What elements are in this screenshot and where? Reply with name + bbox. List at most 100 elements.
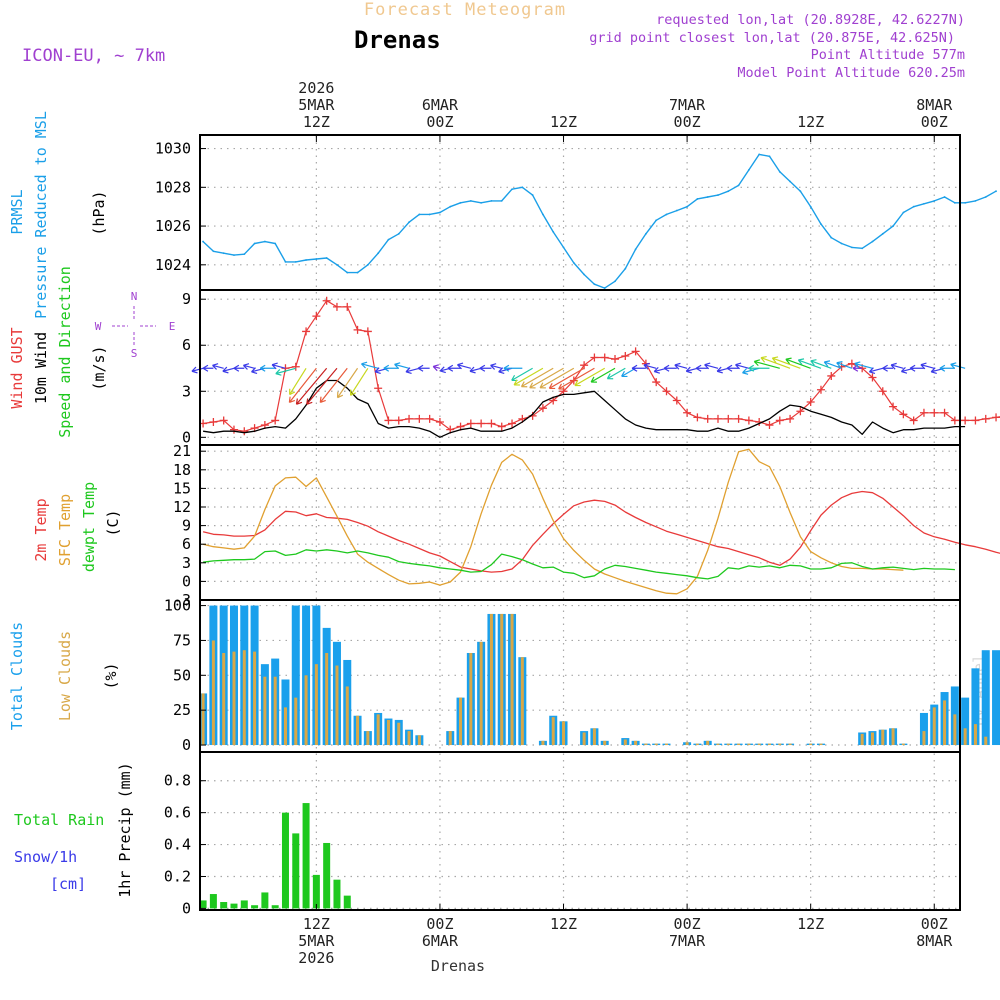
low-cloud-bar bbox=[726, 743, 730, 746]
y-tick-label: 1026 bbox=[155, 217, 191, 235]
wind-direction-arrow bbox=[760, 355, 791, 369]
wind-direction-arrow bbox=[520, 367, 554, 388]
y-tick-label: 0 bbox=[182, 572, 191, 590]
gust-marker bbox=[971, 416, 980, 425]
wind-direction-arrow bbox=[469, 366, 482, 374]
y-tick-label: 75 bbox=[173, 631, 191, 649]
gust-marker bbox=[693, 413, 702, 422]
pressure-point bbox=[459, 201, 462, 204]
pressure-point bbox=[881, 232, 884, 235]
low-cloud-bar bbox=[963, 728, 967, 746]
pressure-point bbox=[871, 240, 874, 243]
low-cloud-bar bbox=[654, 743, 658, 746]
wind-direction-arrow bbox=[271, 362, 286, 370]
wind-direction-arrow bbox=[574, 367, 606, 387]
gust-marker bbox=[930, 408, 939, 417]
y-tick-label: 6 bbox=[182, 535, 191, 553]
pressure-point bbox=[212, 250, 215, 253]
pressure-point bbox=[294, 261, 297, 263]
gust-marker bbox=[508, 419, 517, 428]
pressure-point bbox=[346, 271, 349, 274]
gust-marker bbox=[415, 414, 424, 423]
bottom-time-label: 00Z bbox=[426, 915, 453, 933]
total-cloud-bar bbox=[291, 605, 300, 746]
wind-direction-arrow bbox=[539, 367, 575, 389]
temp-2m-label: 2m Temp bbox=[32, 498, 50, 561]
y-tick-label: 25 bbox=[173, 701, 191, 719]
gust-marker bbox=[919, 408, 928, 417]
wind-direction-arrow bbox=[511, 367, 533, 382]
pressure-point bbox=[861, 247, 864, 250]
gust-marker bbox=[405, 414, 414, 423]
wind-direction-arrow bbox=[606, 367, 626, 380]
gust-marker bbox=[621, 351, 630, 360]
low-cloud-bar bbox=[623, 739, 627, 746]
panel-frame bbox=[199, 134, 961, 291]
pressure-point bbox=[634, 248, 637, 251]
wind-direction-arrow bbox=[288, 367, 317, 404]
compass-east: E bbox=[169, 320, 176, 333]
pressure-point bbox=[933, 199, 936, 202]
wind-direction-arrow bbox=[212, 363, 224, 370]
low-cloud-bar bbox=[644, 743, 648, 746]
low-cloud-bar bbox=[253, 651, 257, 746]
wind-unit-label: (m/s) bbox=[90, 345, 108, 390]
compass-west: W bbox=[95, 320, 102, 333]
wind-direction-arrow bbox=[289, 367, 307, 396]
pressure-point bbox=[809, 205, 812, 208]
y-tick-label: 3 bbox=[182, 554, 191, 572]
pressure-point bbox=[284, 261, 287, 263]
precip-bar bbox=[199, 900, 207, 909]
low-cloud-bar bbox=[953, 714, 957, 746]
gust-marker bbox=[271, 416, 280, 425]
wind-direction-arrow bbox=[854, 361, 873, 369]
wind-direction-arrow bbox=[771, 356, 801, 369]
low-cloud-bar bbox=[489, 613, 493, 746]
y-tick-label: 100 bbox=[164, 597, 191, 615]
wind-direction-arrow bbox=[785, 357, 811, 369]
low-cloud-bar bbox=[222, 652, 226, 746]
product-title: Forecast Meteogram bbox=[364, 0, 566, 20]
bottom-time-label: 00Z bbox=[674, 915, 701, 933]
gust-marker bbox=[435, 417, 444, 426]
pressure-point bbox=[387, 238, 390, 241]
y-tick-label: 9 bbox=[182, 290, 191, 308]
wind-direction-arrow bbox=[704, 362, 719, 370]
pressure-point bbox=[984, 196, 987, 198]
requested-coordinates: requested lon,lat (20.8928E, 42.6227N) bbox=[656, 12, 965, 28]
y-tick-label: 6 bbox=[182, 336, 191, 354]
compass-south: S bbox=[131, 347, 138, 360]
gust-marker bbox=[796, 407, 805, 416]
top-time-label: 00Z bbox=[921, 113, 948, 131]
panel-frame bbox=[199, 289, 961, 446]
low-cloud-bar bbox=[335, 665, 339, 746]
low-cloud-bar bbox=[562, 721, 566, 746]
gust-marker bbox=[940, 408, 949, 417]
wind-direction-arrow bbox=[748, 364, 770, 372]
wind-direction-arrow bbox=[810, 359, 832, 369]
wind-direction-arrow bbox=[202, 364, 214, 372]
pressure-point bbox=[583, 273, 586, 276]
pressure-point bbox=[366, 263, 369, 266]
y-tick-label: 1024 bbox=[155, 256, 191, 274]
gust-marker bbox=[652, 378, 661, 387]
pressure-point bbox=[892, 225, 894, 227]
wind-direction-arrow bbox=[823, 360, 842, 369]
low-cloud-label: Low Clouds bbox=[56, 631, 74, 721]
pressure-point bbox=[820, 223, 822, 226]
compass-rose-icon bbox=[112, 306, 156, 346]
low-cloud-bar bbox=[520, 657, 524, 746]
top-time-label: 5MAR bbox=[298, 96, 335, 114]
gust-line bbox=[203, 300, 1000, 432]
low-cloud-bar bbox=[881, 729, 885, 746]
wind-direction-arrow bbox=[306, 367, 338, 405]
pressure-point bbox=[552, 230, 555, 233]
pressure-point bbox=[758, 153, 761, 156]
low-cloud-bar bbox=[356, 715, 360, 746]
pressure-point bbox=[253, 242, 256, 245]
low-cloud-bar bbox=[582, 732, 586, 746]
low-cloud-bar bbox=[603, 740, 607, 746]
low-cloud-bar bbox=[469, 652, 473, 746]
gust-marker bbox=[950, 416, 959, 425]
wind-direction-arrow bbox=[383, 364, 399, 372]
